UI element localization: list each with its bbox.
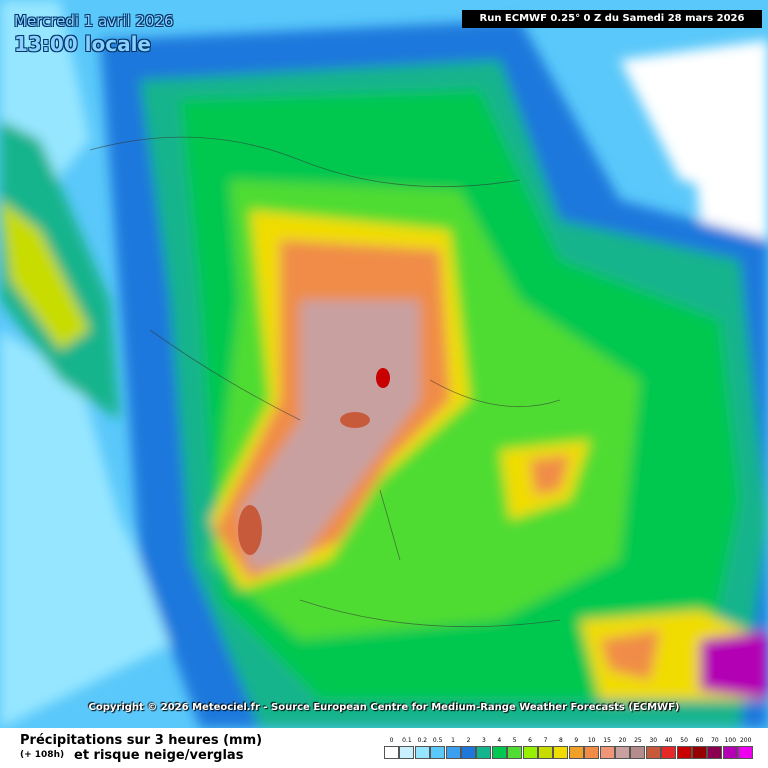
legend-item: 3 (476, 737, 492, 759)
legend-swatch (630, 746, 646, 759)
legend-label: 9 (574, 737, 579, 744)
legend-item: 15 (599, 737, 615, 759)
legend-label: 100 (724, 737, 737, 744)
legend-swatch (661, 746, 677, 759)
legend-label: 1 (451, 737, 455, 744)
legend-item: 70 (707, 737, 723, 759)
legend-swatch (553, 746, 569, 759)
legend-item: 4 (491, 737, 507, 759)
legend-label: 2 (466, 737, 471, 744)
legend-swatch (507, 746, 523, 759)
legend-label: 30 (649, 737, 658, 744)
legend-label: 0.1 (402, 737, 412, 744)
legend-swatch (430, 746, 446, 759)
legend-label: 3 (481, 737, 486, 744)
legend-item: 100 (722, 737, 738, 759)
legend-item: 50 (676, 737, 692, 759)
footer-subtitle: et risque neige/verglas (74, 748, 244, 763)
legend-swatch (599, 746, 615, 759)
legend-swatch (399, 746, 415, 759)
legend-item: 40 (661, 737, 677, 759)
legend-swatch (491, 746, 507, 759)
legend-label: 5 (512, 737, 517, 744)
footer-title: Précipitations sur 3 heures (mm) (20, 733, 263, 748)
legend-item: 6 (522, 737, 538, 759)
time: 13:00 locale (14, 32, 151, 56)
legend-item: 0 (384, 737, 399, 759)
legend-label: 20 (618, 737, 627, 744)
copyright: Copyright © 2026 Meteociel.fr - Source E… (88, 702, 680, 713)
legend-item: 8 (553, 737, 569, 759)
legend-swatch (676, 746, 692, 759)
legend-item: 20 (615, 737, 630, 759)
legend-label: 15 (603, 737, 611, 744)
date: Mercredi 1 avril 2026 (14, 12, 174, 30)
legend-swatch (445, 746, 461, 759)
map (0, 0, 768, 728)
legend-label: 6 (528, 737, 532, 744)
lead-time: (+ 108h) (20, 750, 65, 760)
legend-swatch (584, 746, 600, 759)
legend-item: 10 (584, 737, 600, 759)
legend-swatch (522, 746, 538, 759)
legend-label: 40 (664, 737, 673, 744)
legend-label: 25 (634, 737, 642, 744)
legend-item: 9 (568, 737, 584, 759)
legend-item: 0.5 (430, 737, 446, 759)
legend-swatch (568, 746, 584, 759)
legend-label: 70 (711, 737, 719, 744)
legend-label: 10 (587, 737, 596, 744)
legend-item: 2 (461, 737, 476, 759)
legend-swatch (615, 746, 630, 759)
legend-item: 5 (507, 737, 523, 759)
legend-label: 50 (680, 737, 688, 744)
legend-swatch (414, 746, 430, 759)
legend-swatch (707, 746, 723, 759)
legend-item: 1 (445, 737, 461, 759)
legend-swatch (738, 746, 754, 759)
legend-label: 7 (543, 737, 548, 744)
legend-swatch (384, 746, 399, 759)
legend-swatch (476, 746, 492, 759)
legend-label: 8 (558, 737, 563, 744)
legend-item: 60 (692, 737, 707, 759)
legend-label: 60 (695, 737, 704, 744)
legend-item: 0.1 (399, 737, 415, 759)
legend-label: 200 (739, 737, 752, 744)
legend-swatch (538, 746, 553, 759)
legend-item: 30 (645, 737, 661, 759)
legend-swatch (645, 746, 661, 759)
legend-label: 0.5 (432, 737, 443, 744)
legend-label: 0.2 (417, 737, 428, 744)
legend-label: 4 (497, 737, 502, 744)
legend-item: 7 (538, 737, 553, 759)
legend-item: 0.2 (414, 737, 430, 759)
legend-swatch (722, 746, 738, 759)
legend-swatch (692, 746, 707, 759)
run-info: Run ECMWF 0.25° 0 Z du Samedi 28 mars 20… (462, 10, 762, 28)
legend-item: 200 (738, 737, 754, 759)
legend-item: 25 (630, 737, 646, 759)
legend-label: 0 (389, 737, 394, 744)
legend-swatch (461, 746, 476, 759)
